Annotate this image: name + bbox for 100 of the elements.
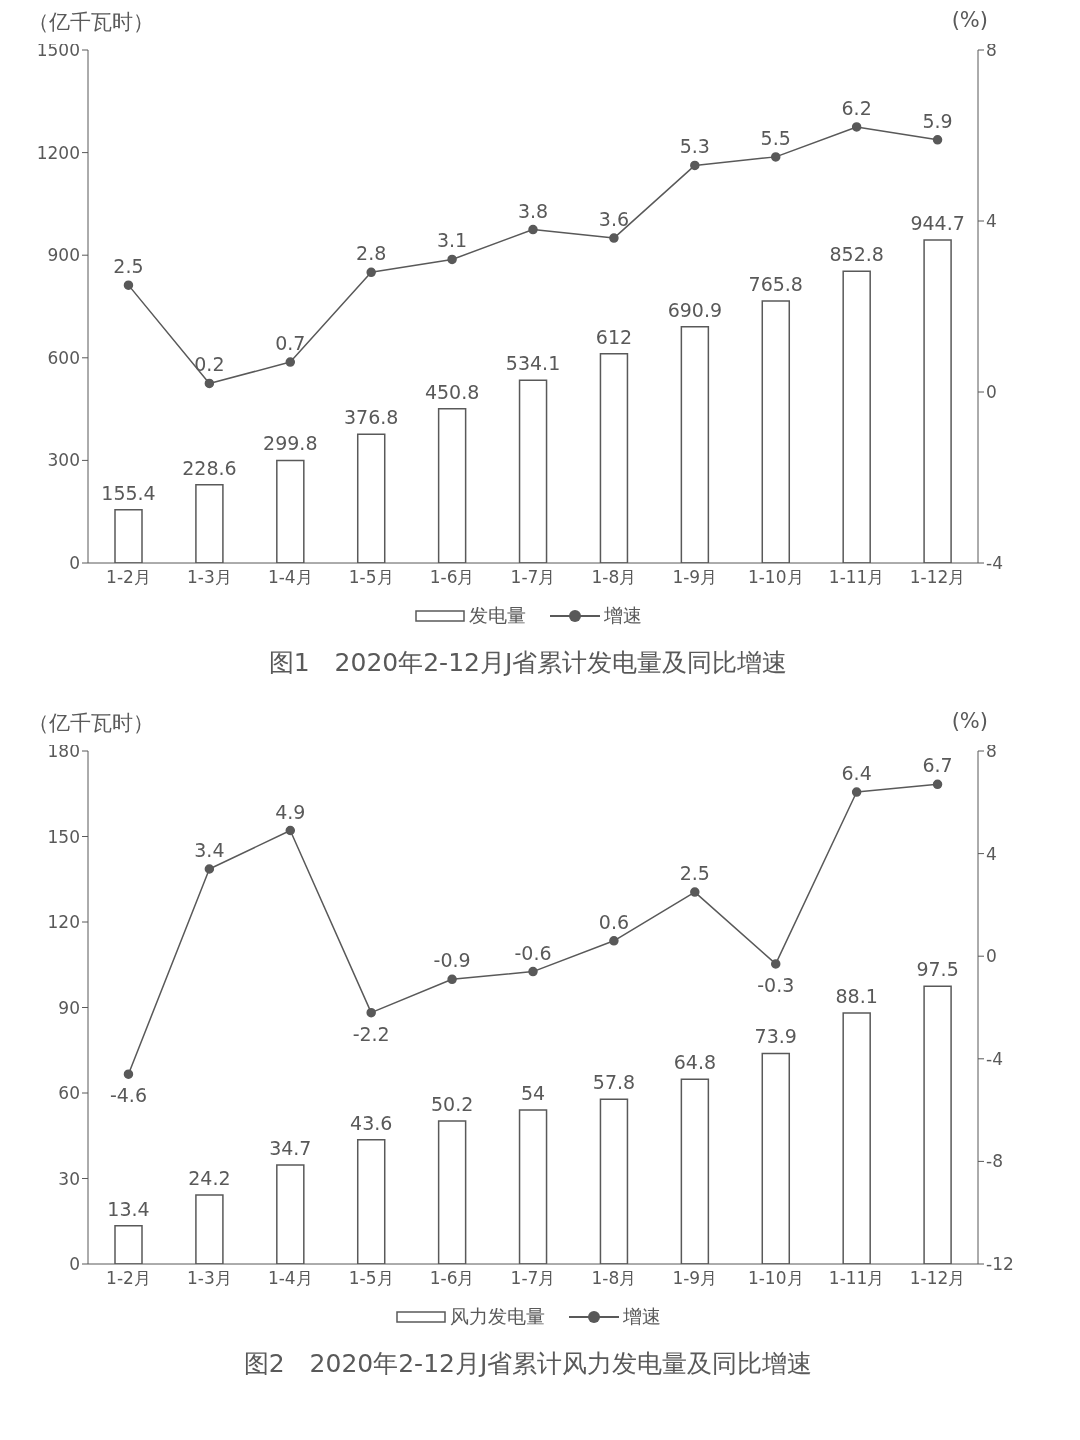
y-tick-label: 120 (47, 912, 80, 933)
y2-tick-label: -4 (986, 553, 1003, 574)
x-tick-label: 1-8月 (591, 567, 637, 588)
point (528, 966, 538, 977)
data-label: 0.6 (598, 910, 630, 933)
data-label: 765.8 (748, 273, 803, 296)
x-tick-label: 1-12月 (909, 567, 966, 588)
point (285, 825, 296, 836)
y-tick-label: 1500 (36, 40, 80, 61)
point (609, 936, 619, 946)
data-label: 450.8 (424, 380, 480, 403)
y2-tick-label: 4 (986, 211, 997, 232)
point (366, 267, 376, 278)
x-tick-label: 1-4月 (267, 567, 313, 588)
data-label: 5.9 (922, 109, 953, 132)
y-tick-label: 90 (58, 997, 80, 1018)
point (204, 378, 215, 389)
data-label: 376.8 (344, 406, 399, 429)
data-label: 155.4 (101, 481, 156, 504)
y2-tick-label: 8 (986, 741, 997, 762)
x-tick-label: 1-6月 (429, 1268, 475, 1289)
legend-label: 增速 (602, 603, 642, 628)
data-label: 64.8 (673, 1051, 717, 1074)
data-label: -0.6 (514, 941, 552, 964)
x-tick-label: 1-7月 (510, 1268, 556, 1289)
data-label: 24.2 (188, 1167, 231, 1190)
x-tick-label: 1-10月 (747, 1268, 804, 1289)
point (204, 864, 215, 874)
x-tick-label: 1-11月 (828, 567, 885, 588)
y2-tick-label: -12 (986, 1254, 1014, 1275)
x-tick-label: 1-5月 (348, 1268, 394, 1289)
data-label: 88.1 (835, 984, 878, 1007)
x-tick-label: 1-2月 (106, 1268, 151, 1289)
y-tick-label: 0 (69, 1254, 80, 1275)
point (770, 152, 781, 162)
y2-axis-title: (%) (951, 8, 988, 32)
point (447, 974, 457, 985)
data-label: 43.6 (350, 1111, 393, 1134)
data-label: 5.5 (760, 126, 791, 149)
y-axis-title: （亿千瓦时） (28, 10, 154, 34)
x-tick-label: 1-9月 (672, 1268, 718, 1289)
point (366, 1007, 376, 1018)
data-label: 6.7 (922, 754, 953, 777)
y-tick-label: 60 (58, 1083, 80, 1104)
data-label: 13.4 (107, 1197, 150, 1220)
y-axis-title: （亿千瓦时） (28, 711, 154, 735)
x-tick-label: 1-3月 (186, 567, 232, 588)
data-label: 6.4 (841, 762, 872, 785)
data-label: 57.8 (592, 1071, 636, 1094)
data-label: 3.8 (517, 199, 549, 222)
data-label: 534.1 (505, 352, 561, 375)
x-tick-label: 1-7月 (510, 567, 556, 588)
y2-tick-label: -8 (986, 1151, 1003, 1172)
x-tick-label: 1-10月 (747, 567, 804, 588)
legend-label: 增速 (621, 1304, 661, 1329)
data-label: 2.5 (113, 255, 144, 278)
data-label: 612 (595, 325, 633, 348)
data-label: 97.5 (916, 958, 959, 981)
y2-tick-label: 0 (986, 946, 997, 967)
point (447, 254, 457, 265)
x-tick-label: 1-8月 (591, 1268, 637, 1289)
data-label: 0.2 (194, 353, 225, 376)
y2-axis-title: (%) (951, 709, 988, 733)
data-label: 54 (520, 1082, 546, 1105)
point (690, 887, 700, 897)
data-label: -0.9 (433, 949, 471, 972)
data-label: -0.3 (757, 973, 795, 996)
point (609, 233, 619, 243)
y2-tick-label: 4 (986, 843, 997, 864)
point (851, 787, 862, 797)
y-tick-label: 300 (47, 450, 80, 471)
y-tick-label: 150 (47, 826, 80, 847)
x-tick-label: 1-11月 (828, 1268, 885, 1289)
x-tick-label: 1-4月 (267, 1268, 313, 1289)
point (123, 280, 134, 290)
x-tick-label: 1-2月 (106, 567, 151, 588)
point (528, 224, 538, 235)
data-label: 3.4 (194, 838, 225, 861)
data-label: 2.8 (356, 242, 387, 265)
y-tick-label: 1200 (36, 142, 80, 163)
point (851, 122, 862, 132)
y-tick-label: 600 (47, 347, 80, 368)
data-label: 228.6 (182, 456, 237, 479)
data-label: 0.7 (275, 332, 306, 355)
y-tick-label: 30 (58, 1168, 80, 1189)
point (770, 959, 781, 969)
data-label: -4.6 (109, 1084, 147, 1107)
text: 图2 2020年2-12月J省累计风力发电量及同比增速 (242, 1348, 814, 1380)
legend-label: 风力发电量 (448, 1304, 545, 1329)
data-label: 73.9 (754, 1025, 797, 1048)
y-tick-label: 180 (47, 741, 80, 762)
text: 图1 2020年2-12月J省累计发电量及同比增速 (267, 647, 789, 679)
data-label: 34.7 (269, 1137, 312, 1160)
point (285, 357, 296, 367)
y2-tick-label: 0 (986, 382, 997, 403)
point (690, 160, 700, 171)
y2-tick-label: -4 (986, 1048, 1003, 1069)
data-label: 6.2 (841, 96, 872, 119)
y2-tick-label: 8 (986, 40, 997, 61)
data-label: 50.2 (430, 1092, 474, 1115)
